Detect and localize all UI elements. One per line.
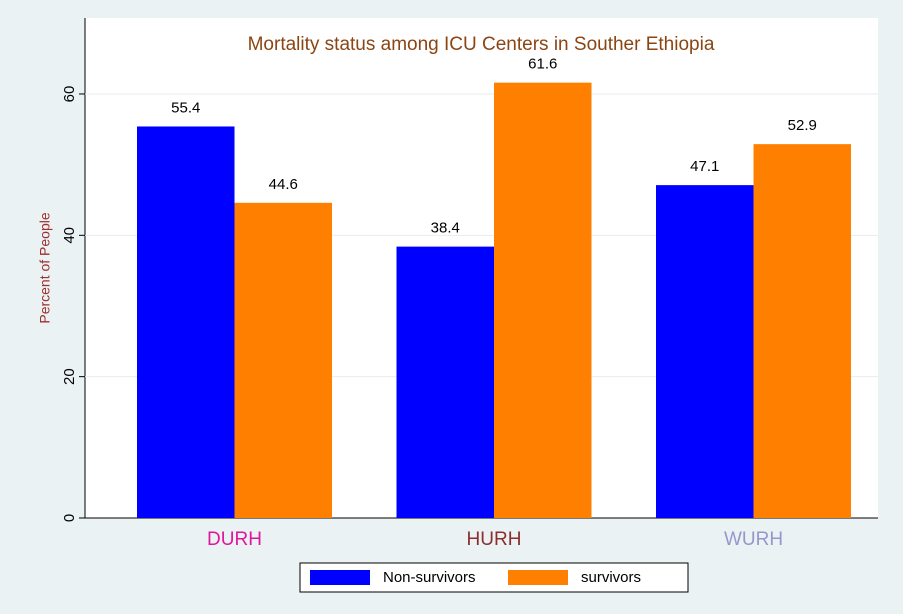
value-label: 47.1 — [690, 158, 719, 175]
legend-label: Non-survivors — [383, 569, 476, 586]
x-tick-label: HURH — [467, 529, 522, 550]
value-label: 38.4 — [431, 220, 460, 237]
y-tick-label: 20 — [61, 368, 78, 385]
x-tick-label: WURH — [724, 529, 783, 550]
chart-title: Mortality status among ICU Centers in So… — [248, 34, 715, 55]
bar — [234, 202, 332, 519]
y-axis-title: Percent of People — [37, 212, 53, 324]
bar — [494, 82, 592, 518]
x-tick-label: DURH — [207, 529, 262, 550]
legend-swatch — [310, 570, 370, 585]
y-tick-label: 40 — [61, 227, 78, 244]
bar — [137, 126, 235, 518]
y-tick-label: 60 — [61, 86, 78, 103]
value-label: 52.9 — [788, 117, 817, 134]
bar — [656, 185, 754, 518]
y-tick-label: 0 — [61, 514, 78, 522]
bar — [753, 144, 851, 519]
value-label: 61.6 — [528, 56, 557, 73]
legend-swatch — [508, 570, 568, 585]
legend-label: survivors — [581, 569, 641, 586]
value-label: 44.6 — [269, 176, 298, 193]
bar — [396, 246, 494, 519]
value-label: 55.4 — [171, 99, 200, 116]
